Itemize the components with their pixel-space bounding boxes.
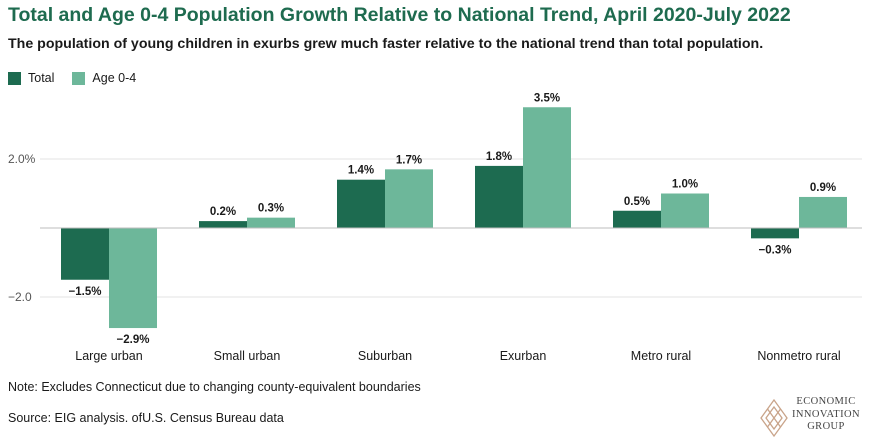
- bar-total: [475, 165, 523, 228]
- legend-label-total: Total: [28, 71, 55, 85]
- bar-age-0-4: [109, 228, 157, 329]
- source-note: Source: EIG analysis. ofU.S. Census Bure…: [8, 411, 284, 425]
- eig-diamond-logo-icon: [760, 398, 788, 438]
- x-category-label: Large urban: [75, 349, 142, 363]
- data-label: 3.5%: [534, 92, 560, 104]
- legend-swatch-total: [8, 71, 21, 85]
- y-tick-label: −2.0: [8, 290, 32, 304]
- bar-age-0-4: [247, 217, 295, 228]
- bar-total: [337, 179, 385, 228]
- legend-item-age-0-4: Age 0-4: [72, 71, 136, 85]
- bar-total: [751, 228, 799, 239]
- eig-logo: ECONOMIC INNOVATION GROUP: [758, 396, 878, 440]
- bar-age-0-4: [385, 169, 433, 228]
- data-label: −1.5%: [69, 286, 102, 298]
- logo-line-3: GROUP: [807, 421, 845, 432]
- x-category-label: Metro rural: [631, 349, 691, 363]
- data-label: −2.9%: [117, 334, 150, 346]
- legend-swatch-age-0-4: [72, 71, 86, 85]
- data-label: 1.7%: [396, 154, 422, 166]
- y-tick-label: 2.0%: [8, 152, 36, 166]
- chart-subtitle: The population of young children in exur…: [8, 36, 764, 52]
- bar-total: [61, 228, 109, 280]
- bar-age-0-4: [661, 193, 709, 228]
- bar-age-0-4: [799, 196, 847, 228]
- data-label: −0.3%: [759, 244, 792, 256]
- bar-total: [613, 210, 661, 228]
- data-label: 1.0%: [672, 179, 698, 191]
- legend-item-total: Total: [8, 71, 54, 85]
- logo-line-2: INNOVATION: [792, 408, 860, 420]
- x-category-label: Exurban: [500, 349, 547, 363]
- footnote: Note: Excludes Connecticut due to changi…: [8, 380, 421, 394]
- x-category-label: Nonmetro rural: [757, 349, 840, 363]
- x-category-label: Small urban: [214, 349, 281, 363]
- data-label: 0.9%: [810, 182, 836, 194]
- data-label: 1.8%: [486, 151, 512, 163]
- bar-age-0-4: [523, 107, 571, 228]
- bar-total: [199, 221, 247, 228]
- data-label: 0.3%: [258, 203, 284, 215]
- chart-title: Total and Age 0-4 Population Growth Rela…: [8, 4, 791, 26]
- legend: Total Age 0-4: [8, 71, 154, 85]
- data-label: 0.5%: [624, 196, 650, 208]
- data-label: 1.4%: [348, 165, 374, 177]
- legend-label-age-0-4: Age 0-4: [92, 71, 137, 85]
- x-category-label: Suburban: [358, 349, 412, 363]
- logo-line-1: ECONOMIC: [796, 396, 856, 407]
- data-label: 0.2%: [210, 206, 236, 218]
